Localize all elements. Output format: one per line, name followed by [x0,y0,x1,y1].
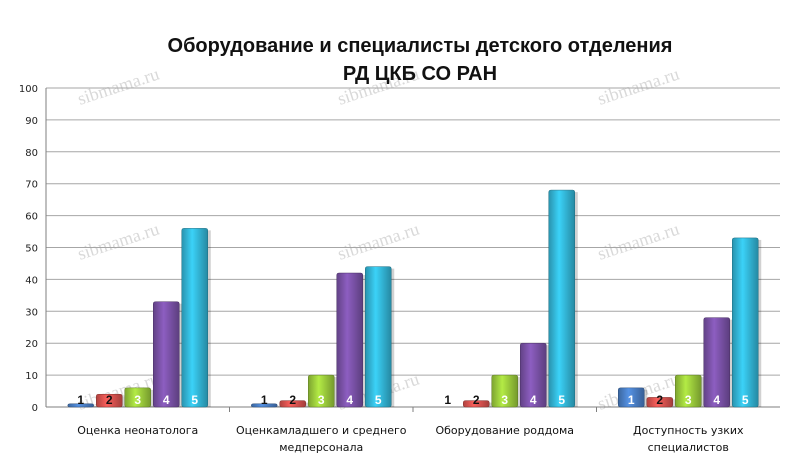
category-label: Доступность узких [633,424,744,437]
bar [491,374,518,408]
y-tick-label: 0 [32,403,38,414]
bar-series-label: 5 [558,393,565,407]
watermark: sibmama.ru [335,219,422,264]
category-label: медперсонала [279,441,363,454]
gridlines: 0 10 20 30 40 50 60 70 80 90 100 [19,84,780,414]
bar-series-label: 1 [444,393,451,407]
watermark: sibmama.ru [75,64,162,109]
bars: 1 2 3 4 5 1 2 3 4 5 1 2 3 4 5 1 2 3 4 5 [67,189,762,408]
y-tick-label: 20 [25,339,38,350]
bar [96,393,123,408]
bar [153,301,180,408]
bar-series-label: 5 [191,393,198,407]
bar [548,189,575,408]
bar [336,272,363,408]
watermark: sibmama.ru [595,64,682,109]
bar [618,387,645,408]
chart-title: Оборудование и специалисты детского отде… [168,35,673,57]
bar-series-label: 3 [501,393,508,407]
category-label: Оценка неонатолога [77,424,198,437]
bar-series-label: 2 [656,393,663,407]
y-tick-label: 30 [25,307,38,318]
bar [124,387,151,408]
y-tick-label: 10 [25,371,38,382]
y-tick-label: 40 [25,275,38,286]
bar-series-label: 4 [163,393,170,407]
bar-series-label: 4 [346,393,353,407]
category-label: Оценкамладшего и среднего [236,424,407,437]
bar-series-label: 5 [742,393,749,407]
bar [675,374,702,408]
bar-series-label: 4 [530,393,537,407]
y-tick-label: 100 [19,84,38,95]
bar-series-label: 2 [106,393,113,407]
category-label: Оборудование роддома [435,424,574,437]
bar [732,237,759,408]
bar-series-label: 1 [261,393,268,407]
bar [365,266,392,408]
bar-series-label: 4 [713,393,720,407]
bar-series-label: 3 [318,393,325,407]
chart-subtitle: РД ЦКБ СО РАН [343,63,497,85]
bar [703,317,730,408]
bar [463,400,490,408]
bar [520,342,547,408]
y-tick-label: 70 [25,180,38,191]
category-label: специалистов [648,441,729,454]
bar-series-label: 5 [375,393,382,407]
bar [646,397,673,408]
bar [181,228,208,408]
y-tick-label: 60 [25,212,38,223]
y-tick-label: 90 [25,116,38,127]
bar-series-label: 2 [473,393,480,407]
bar-series-label: 1 [77,393,84,407]
watermark: sibmama.ru [75,219,162,264]
y-tick-label: 50 [25,244,38,255]
bar [251,403,278,408]
x-axis-labels: Оценка неонатолога Оценкамладшего и средн… [77,424,744,454]
bar [279,400,306,408]
bar-series-label: 3 [685,393,692,407]
y-tick-label: 80 [25,148,38,159]
watermark: sibmama.ru [595,219,682,264]
bar-series-label: 1 [628,393,635,407]
bar [308,374,335,408]
bar-series-label: 2 [289,393,296,407]
bar [67,403,94,408]
bar-series-label: 3 [134,393,141,407]
